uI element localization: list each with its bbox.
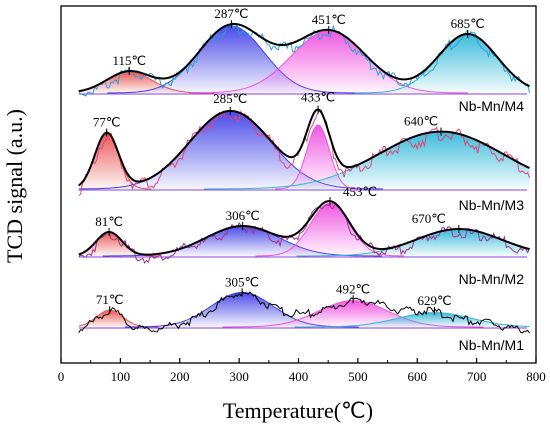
peak-label: 629℃ [417,293,451,308]
peak-fill-3 [255,203,405,256]
peak-label: 640℃ [404,114,438,129]
x-tick-label: 500 [348,369,368,384]
peak-fill-3 [222,300,485,327]
x-tick-label: 300 [229,369,249,384]
peak-label: 115℃ [112,53,146,68]
peak-label: 71℃ [96,292,124,307]
peak-label: 81℃ [95,214,123,229]
x-axis: 0 100 200 300 400 500 600 700 800 [58,358,546,384]
panel-1: 115℃ 287℃ 451℃ 685℃ Nb-Mn/M4 [78,6,531,114]
peak-fill-4 [354,34,531,93]
panel-4: 71℃ 305℃ 492℃ 629℃ Nb-Mn/M1 [78,274,531,353]
measured-trace [78,201,530,265]
fitted-envelope [78,200,530,256]
x-tick-label: 400 [289,369,309,384]
x-tick-label: 100 [111,369,131,384]
peak-fill-2 [124,292,360,327]
peak-label: 306℃ [226,208,260,223]
peak-fill-1 [78,133,152,189]
peak-label: 451℃ [312,12,346,27]
x-tick-label: 200 [170,369,190,384]
peak-fill-2 [107,26,356,93]
y-axis-title: TCD signal (a.u.) [2,109,27,263]
panel-2: 77℃ 285℃ 433℃ 640℃ Nb-Mn/M3 [78,90,531,213]
peak-fill-2 [78,111,384,189]
peak-fill-1 [78,310,160,327]
x-tick-label: 800 [526,369,546,384]
peak-label: 77℃ [93,115,121,130]
fitted-envelope [78,22,530,93]
peak-label: 285℃ [213,91,247,106]
peak-fill-3 [275,125,361,189]
peak-outline-4 [294,312,530,328]
peak-fill-3 [188,30,469,93]
sample-label: Nb-Mn/M4 [459,98,525,114]
x-tick-label: 700 [467,369,487,384]
peak-label: 305℃ [225,274,259,289]
peak-label: 433℃ [301,90,335,105]
peak-label: 453℃ [343,184,377,199]
measured-trace [78,291,530,334]
panels: 115℃ 287℃ 451℃ 685℃ Nb-Mn/M4 77℃ 285℃ 433℃ 640℃ N… [78,6,531,353]
sample-label: Nb-Mn/M3 [459,197,525,213]
peak-fill-4 [294,312,531,327]
fitted-envelope [78,108,530,187]
x-tick-label: 600 [408,369,428,384]
x-tick-label: 0 [58,369,65,384]
panel-3: 81℃ 306℃ 453℃ 670℃ Nb-Mn/M2 [78,184,531,287]
sample-label: Nb-Mn/M1 [459,337,525,353]
peak-label: 670℃ [412,211,446,226]
peak-label: 287℃ [214,6,248,21]
peak-label: 685℃ [451,16,485,31]
peak-label: 492℃ [336,281,370,296]
peak-fill-4 [204,131,531,189]
peak-fill-2 [102,226,383,256]
peak-fill-1 [78,232,159,256]
sample-label: Nb-Mn/M2 [459,271,525,287]
x-axis-title: Temperature(℃) [223,398,373,423]
